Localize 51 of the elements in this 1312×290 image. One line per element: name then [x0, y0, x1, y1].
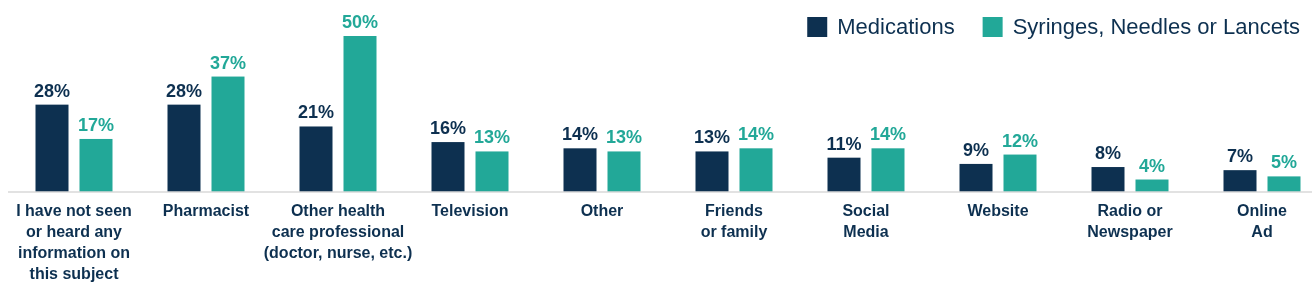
x-tick-label: Other [580, 202, 624, 219]
data-label: 7% [1226, 146, 1254, 167]
bar [431, 142, 465, 192]
data-label: 4% [1138, 155, 1166, 176]
x-tick-label: Social Media [842, 202, 890, 240]
bar [563, 148, 597, 192]
data-label: 16% [429, 118, 467, 139]
data-label: 14% [561, 124, 599, 145]
bar [299, 126, 333, 192]
data-label: 11% [826, 133, 862, 154]
x-tick-label: Website [967, 202, 1029, 219]
x-tick-label: Friends or family [700, 202, 768, 240]
data-label: 12% [1001, 130, 1039, 151]
bar [959, 163, 993, 192]
bar [35, 104, 69, 192]
data-label: 28% [33, 80, 71, 101]
x-tick-label: I have not seen or heard any information on this subject [16, 202, 132, 282]
legend-label: Syringes, Needles or Lancets [1012, 14, 1300, 39]
bar [475, 151, 509, 192]
bar [1223, 170, 1257, 192]
bar [871, 148, 905, 192]
bar [695, 151, 729, 192]
data-label: 21% [297, 102, 335, 123]
data-label: 13% [473, 127, 511, 148]
bar [1267, 176, 1301, 192]
data-label: 37% [209, 52, 247, 73]
data-label: 13% [693, 127, 731, 148]
x-tick-label: Online Ad [1237, 202, 1287, 240]
x-tick-label: Pharmacist [162, 202, 250, 219]
bar [1091, 167, 1125, 192]
data-label: 28% [165, 80, 203, 101]
bar [211, 76, 245, 192]
data-label: 50% [341, 12, 379, 32]
x-tick-label: Radio or Newspaper [1087, 202, 1173, 240]
data-label: 9% [962, 139, 990, 160]
data-label: 5% [1270, 152, 1298, 173]
bar [167, 104, 201, 192]
bar [739, 148, 773, 192]
bar [607, 151, 641, 192]
bar [1003, 154, 1037, 192]
bar [827, 157, 861, 192]
data-label: 14% [869, 124, 907, 145]
data-label: 13% [605, 127, 643, 148]
legend-label: Medications [837, 14, 955, 39]
bar [79, 138, 113, 192]
bar [343, 36, 377, 192]
data-label: 14% [737, 124, 775, 145]
x-tick-label: Television [431, 202, 509, 219]
data-label: 17% [77, 114, 115, 135]
x-tick-label: Other health care professional (doctor, nurse, etc.) [263, 202, 413, 261]
data-label: 8% [1094, 143, 1122, 164]
